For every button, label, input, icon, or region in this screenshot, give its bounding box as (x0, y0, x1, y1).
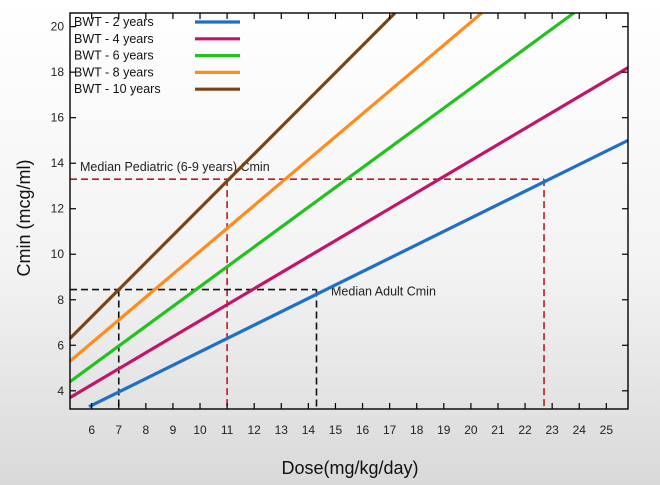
y-tick-label: 12 (51, 202, 65, 216)
x-tick-label: 21 (491, 423, 505, 437)
y-tick-label: 6 (57, 338, 64, 352)
x-tick-label: 22 (518, 423, 532, 437)
y-tick-label: 16 (51, 111, 65, 125)
reference-label-2: Median Adult Cmin (331, 285, 436, 299)
plot-frame (69, 12, 629, 410)
x-tick-label: 12 (248, 423, 262, 437)
series-line-1 (88, 138, 628, 409)
x-tick-label: 23 (545, 423, 559, 437)
y-tick-label: 20 (51, 20, 65, 34)
legend-label-5: BWT - 10 years (74, 82, 161, 96)
x-tick-label: 25 (600, 423, 614, 437)
y-axis-title: Cmin (mcg/ml) (14, 160, 34, 277)
series-line-4 (70, 13, 483, 363)
y-tick-label: 4 (57, 384, 64, 398)
y-tick-label: 18 (51, 65, 65, 79)
series-line-5 (70, 13, 397, 340)
series-line-2 (70, 66, 628, 399)
x-axis-title: Dose(mg/kg/day) (281, 458, 418, 478)
axes: 6 7 8 9 10 11 12 13 14 15 16 17 18 19 20 21 22 23 24 25 4 6 8 1… (51, 12, 629, 437)
x-tick-label: 6 (88, 423, 95, 437)
x-tick-label: 17 (383, 423, 397, 437)
legend-label-3: BWT - 6 years (74, 49, 154, 63)
x-tick-label: 8 (143, 423, 150, 437)
y-tick-label: 10 (51, 247, 65, 261)
x-tick-label: 16 (356, 423, 370, 437)
x-tick-label: 7 (115, 423, 122, 437)
x-tick-label: 10 (193, 423, 207, 437)
x-tick-label: 14 (302, 423, 316, 437)
reference-label-1: Median Pediatric (6-9 years) Cmin (80, 160, 270, 174)
x-tick-label: 24 (573, 423, 587, 437)
legend-label-4: BWT - 8 years (74, 65, 154, 79)
legend-label-2: BWT - 4 years (74, 32, 154, 46)
series-lines (70, 13, 628, 409)
legend: BWT - 2 years BWT - 4 years BWT - 6 years B… (74, 15, 240, 96)
x-tick-label: 11 (221, 423, 234, 437)
x-tick-label: 13 (275, 423, 289, 437)
legend-label-1: BWT - 2 years (74, 15, 154, 29)
x-tick-label: 18 (410, 423, 424, 437)
y-tick-label: 14 (51, 156, 65, 170)
x-tick-label: 9 (170, 423, 177, 437)
reference-lines: Median Pediatric (6-9 years) Cmin Median … (70, 160, 545, 409)
series-line-3 (70, 13, 575, 383)
x-tick-label: 15 (329, 423, 343, 437)
x-tick-label: 20 (464, 423, 478, 437)
x-tick-label: 19 (437, 423, 451, 437)
y-tick-label: 8 (57, 293, 64, 307)
